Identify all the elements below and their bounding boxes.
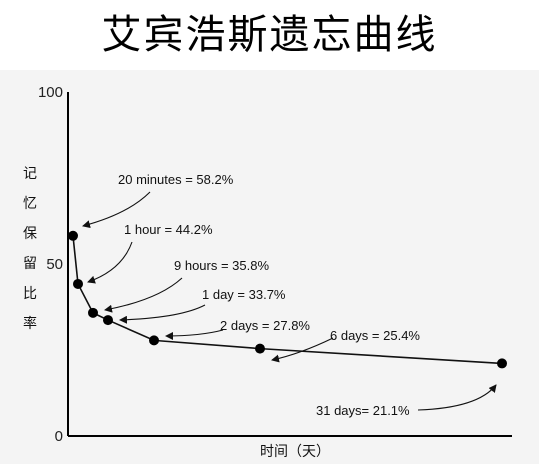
- axes: [67, 92, 512, 437]
- annotation-arrow: [417, 384, 497, 411]
- annotation-arrow: [87, 241, 133, 284]
- annotation-arrow: [82, 191, 151, 229]
- plot-background: [0, 70, 539, 464]
- y-tick-label: 100: [38, 84, 63, 101]
- y-axis-label-char: 率: [23, 315, 37, 332]
- title-band: 艾宾浩斯遗忘曲线: [0, 0, 539, 70]
- x-axis-label: 时间（天）: [260, 444, 330, 460]
- annotation-label: 6 days = 25.4%: [330, 328, 420, 343]
- data-point: [149, 335, 159, 346]
- data-point: [103, 315, 113, 326]
- annotation-arrow: [104, 277, 183, 313]
- y-axis-label-char: 保: [23, 226, 37, 242]
- series-line: [72, 235, 503, 365]
- annotation-arrow: [165, 329, 224, 340]
- data-point: [255, 343, 265, 354]
- annotation-label: 31 days= 21.1%: [316, 403, 410, 418]
- annotation-arrow: [271, 337, 334, 363]
- annotation-label: 9 hours = 35.8%: [174, 258, 269, 273]
- annotation-label: 1 hour = 44.2%: [124, 222, 213, 237]
- y-axis-label-char: 忆: [23, 196, 37, 212]
- y-axis-label-char: 留: [23, 256, 37, 272]
- y-axis-label-char: 记: [23, 166, 37, 182]
- data-point: [68, 230, 78, 241]
- chart-title: 艾宾浩斯遗忘曲线: [101, 12, 438, 58]
- y-axis-label-char: 比: [23, 286, 37, 302]
- data-point: [497, 358, 507, 369]
- annotation-label: 2 days = 27.8%: [220, 318, 310, 333]
- y-tick-label: 50: [46, 256, 63, 273]
- annotation-label: 1 day = 33.7%: [202, 287, 286, 302]
- data-point: [73, 278, 83, 289]
- annotation-arrow: [119, 304, 206, 324]
- annotation-label: 20 minutes = 58.2%: [118, 172, 234, 187]
- y-tick-label: 0: [55, 428, 63, 445]
- data-point: [88, 307, 98, 318]
